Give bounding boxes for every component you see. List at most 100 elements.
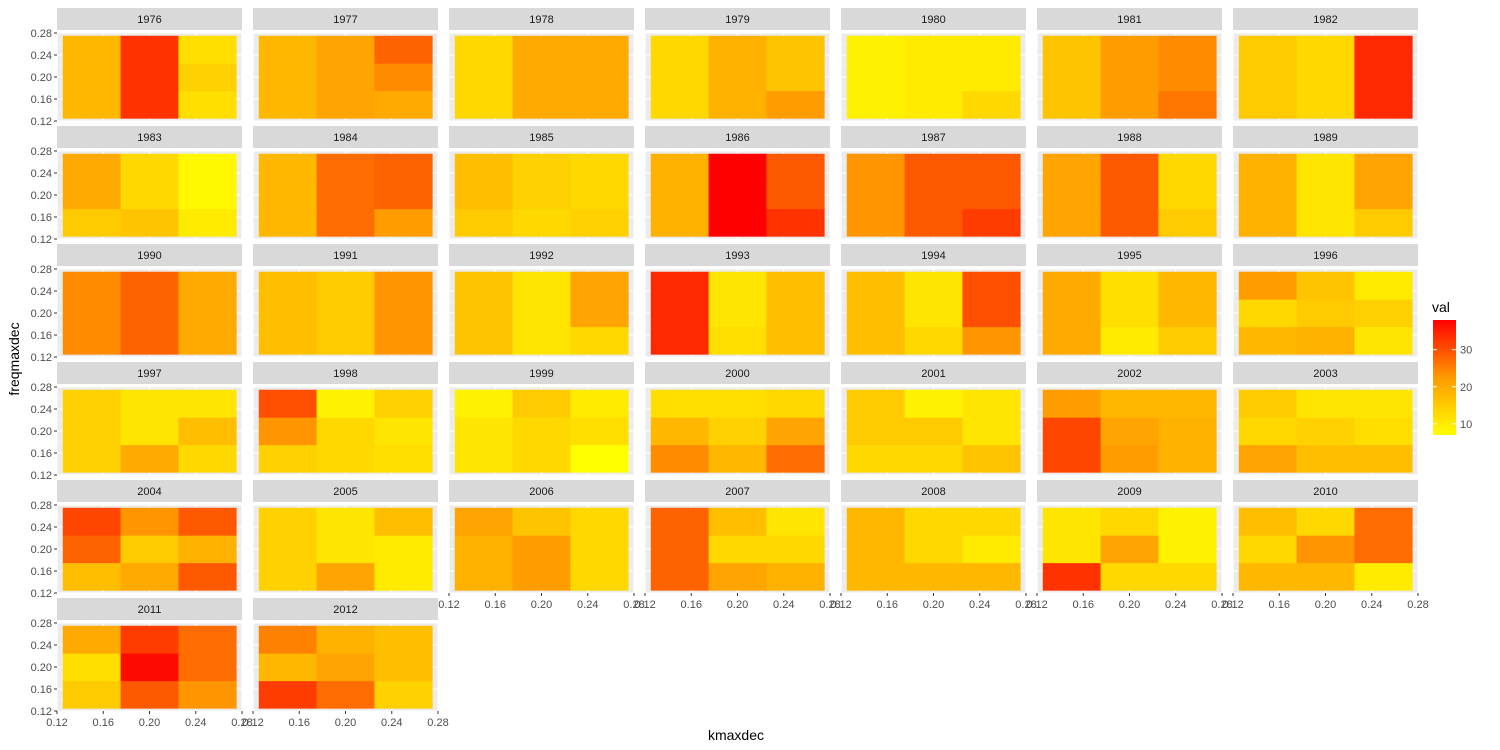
facet-strip-label: 1985	[529, 132, 553, 144]
heatmap-tile	[259, 299, 317, 327]
heatmap-tile	[63, 327, 121, 355]
heatmap-tile	[1043, 63, 1101, 91]
facet-strip-label: 2000	[725, 368, 749, 380]
y-tick-label: 0.16	[31, 448, 52, 460]
heatmap-tile	[1239, 535, 1297, 563]
heatmap-tile	[1354, 181, 1412, 209]
heatmap-tile	[766, 36, 824, 64]
x-tick-label: 0.24	[577, 599, 598, 611]
heatmap-tile	[121, 681, 179, 709]
heatmap-tile	[962, 535, 1020, 563]
x-tick-label: 0.24	[1165, 599, 1186, 611]
heatmap-tile	[374, 681, 432, 709]
facet-strip-label: 1997	[137, 368, 161, 380]
x-tick-label: 0.20	[139, 717, 160, 729]
heatmap-tile	[1297, 563, 1355, 591]
facet-strip-label: 2007	[725, 486, 749, 498]
facet-strip-label: 1995	[1117, 250, 1141, 262]
y-tick-label: 0.16	[31, 684, 52, 696]
heatmap-tile	[847, 563, 905, 591]
heatmap-tile	[317, 390, 375, 418]
legend: val 102030	[1432, 299, 1472, 435]
x-tick-label: 0.16	[877, 599, 898, 611]
heatmap-tile	[651, 445, 709, 473]
facet-panel-2009: 2009	[1037, 480, 1222, 593]
heatmap-tile	[962, 508, 1020, 536]
heatmap-tile	[374, 626, 432, 654]
heatmap-tile	[178, 390, 236, 418]
heatmap-tile	[1354, 299, 1412, 327]
heatmap-tile	[1101, 272, 1159, 300]
heatmap-tile	[455, 299, 513, 327]
y-tick-label: 0.16	[31, 566, 52, 578]
heatmap-tile	[178, 445, 236, 473]
heatmap-tile	[1297, 154, 1355, 182]
heatmap-tile	[651, 209, 709, 237]
heatmap-tile	[317, 681, 375, 709]
heatmap-tile	[317, 181, 375, 209]
heatmap-tile	[317, 417, 375, 445]
facet-panel-2006: 2006	[449, 480, 634, 593]
facet-panel-1981: 1981	[1037, 8, 1222, 121]
heatmap-tile	[259, 535, 317, 563]
heatmap-tile	[1354, 445, 1412, 473]
facet-strip-label: 1980	[921, 14, 945, 26]
heatmap-tile	[374, 299, 432, 327]
facet-panel-2010: 2010	[1233, 480, 1418, 593]
facet-strip-label: 1976	[137, 14, 161, 26]
facet-strip-label: 1978	[529, 14, 553, 26]
heatmap-tile	[570, 390, 628, 418]
heatmap-tile	[1239, 181, 1297, 209]
heatmap-tile	[317, 36, 375, 64]
heatmap-tile	[259, 36, 317, 64]
x-tick-label: 0.24	[969, 599, 990, 611]
heatmap-tile	[317, 154, 375, 182]
heatmap-tile	[1043, 445, 1101, 473]
heatmap-tile	[317, 299, 375, 327]
facet-strip-label: 2006	[529, 486, 553, 498]
y-tick-label: 0.20	[31, 190, 52, 202]
heatmap-tile	[766, 535, 824, 563]
heatmap-tile	[121, 209, 179, 237]
heatmap-tile	[63, 299, 121, 327]
x-tick-label: 0.28	[427, 717, 448, 729]
x-tick-label: 0.16	[681, 599, 702, 611]
heatmap-tile	[709, 36, 767, 64]
heatmap-tile	[1297, 390, 1355, 418]
heatmap-tile	[178, 417, 236, 445]
heatmap-tile	[1158, 299, 1216, 327]
heatmap-tile	[1297, 181, 1355, 209]
heatmap-tile	[905, 508, 963, 536]
heatmap-tile	[1043, 417, 1101, 445]
heatmap-tile	[1043, 272, 1101, 300]
heatmap-tile	[259, 154, 317, 182]
facet-panel-2001: 2001	[841, 362, 1026, 475]
heatmap-tile	[513, 299, 571, 327]
heatmap-tile	[317, 209, 375, 237]
heatmap-tile	[1239, 445, 1297, 473]
facet-panel-1999: 1999	[449, 362, 634, 475]
heatmap-tile	[121, 563, 179, 591]
heatmap-tile	[1101, 445, 1159, 473]
heatmap-tile	[178, 535, 236, 563]
heatmap-tile	[121, 508, 179, 536]
x-tick-label: 0.24	[381, 717, 402, 729]
x-tick-label: 0.20	[1315, 599, 1336, 611]
facet-panel-2007: 2007	[645, 480, 830, 593]
heatmap-tile	[1043, 535, 1101, 563]
y-tick-label: 0.28	[31, 28, 52, 40]
x-tick-label: 0.12	[46, 717, 67, 729]
facet-strip-label: 2008	[921, 486, 945, 498]
y-tick-label: 0.16	[31, 330, 52, 342]
heatmap-tile	[847, 36, 905, 64]
heatmap-tile	[905, 390, 963, 418]
heatmap-tile	[1297, 36, 1355, 64]
heatmap-tile	[1239, 299, 1297, 327]
heatmap-tile	[178, 91, 236, 119]
heatmap-tile	[570, 209, 628, 237]
facet-strip-label: 1996	[1313, 250, 1337, 262]
heatmap-tile	[374, 535, 432, 563]
heatmap-tile	[178, 209, 236, 237]
heatmap-tile	[513, 36, 571, 64]
